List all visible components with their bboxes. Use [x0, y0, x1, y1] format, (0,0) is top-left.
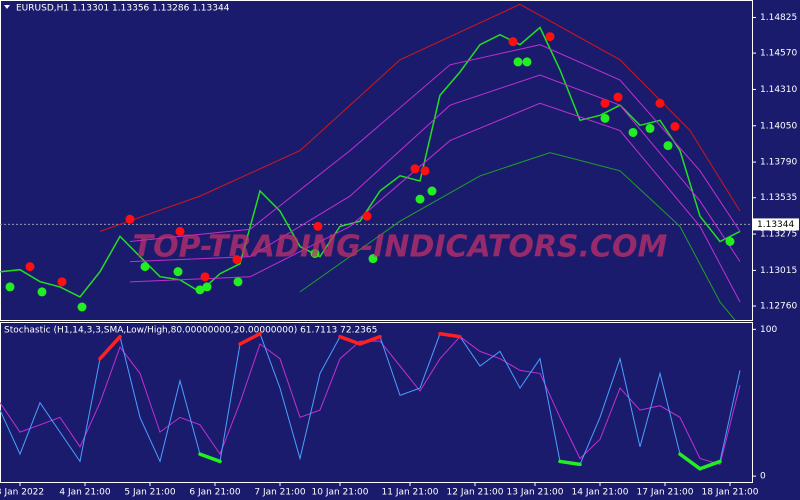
zone-highlight: [338, 334, 362, 346]
series-line: [299, 152, 736, 320]
price-plot: [0, 3, 752, 320]
signal-dot: [5, 282, 15, 292]
y-tick-label: 1.13015: [760, 266, 797, 276]
signal-dot: [613, 92, 623, 102]
y-tick-label: 1.14570: [760, 49, 797, 59]
price-header: EURUSD,H1 1.13301 1.13356 1.13286 1.1334…: [16, 4, 230, 14]
last-price-label: 1.13344: [757, 220, 794, 230]
signal-dot: [420, 166, 430, 176]
axes: 1.14825 1.14570 1.14310 1.14050 1.13790 1.135…: [0, 13, 799, 498]
signal-dot: [362, 211, 372, 221]
signal-dot: [125, 214, 135, 224]
x-tick-label: 6 Jan 21:00: [189, 488, 241, 498]
x-tick-label: 3 Jan 2022: [0, 488, 44, 498]
signal-dot: [77, 302, 87, 312]
y-tick-label: 100: [760, 325, 777, 335]
signal-dot: [57, 277, 67, 287]
x-tick-label: 11 Jan 21:00: [382, 488, 439, 498]
signal-dot: [628, 127, 638, 137]
x-tick-label: 4 Jan 21:00: [59, 488, 111, 498]
series-line: [0, 26, 741, 298]
signal-dot: [600, 98, 610, 108]
y-tick-label: 1.13535: [760, 193, 797, 203]
signal-dot: [310, 248, 320, 258]
x-tick-label: 13 Jan 21:00: [507, 488, 564, 498]
signal-dot: [655, 98, 665, 108]
zone-highlight: [678, 452, 702, 471]
signal-dot: [522, 57, 532, 67]
y-tick-label: 1.14050: [760, 121, 797, 131]
signal-dot: [663, 141, 673, 151]
x-tick-label: 12 Jan 21:00: [447, 488, 504, 498]
signal-dot: [25, 262, 35, 272]
watermark: TOP-TRADING-INDICATORS.COM: [133, 230, 668, 265]
y-tick-label: 1.12760: [760, 302, 797, 312]
series-line: [129, 74, 741, 263]
stoch-plot: [0, 331, 741, 471]
x-tick-label: 14 Jan 21:00: [572, 488, 629, 498]
signal-dot: [233, 277, 243, 287]
zone-highlight: [238, 331, 262, 346]
signal-dot: [140, 262, 150, 272]
y-tick-label: 1.13790: [760, 158, 797, 168]
price-panel: [0, 0, 753, 321]
series-line: [99, 3, 741, 232]
signal-dot: [173, 267, 183, 277]
x-tick-label: 10 Jan 21:00: [312, 488, 369, 498]
signal-dot: [645, 123, 655, 133]
zone-highlight: [358, 334, 382, 346]
signal-dot: [508, 37, 518, 47]
signal-dot: [670, 121, 680, 131]
signal-dot: [313, 221, 323, 231]
signal-dot: [368, 254, 378, 264]
x-tick-label: 5 Jan 21:00: [124, 488, 176, 498]
series-line: [129, 102, 741, 303]
signal-dot: [415, 194, 425, 204]
zone-highlight: [698, 459, 722, 471]
signal-dot: [600, 113, 610, 123]
signal-dot: [545, 32, 555, 42]
x-tick-label: 17 Jan 21:00: [637, 488, 694, 498]
zone-highlight: [438, 331, 462, 339]
signal-dot: [232, 255, 242, 265]
x-tick-label: 7 Jan 21:00: [254, 488, 306, 498]
y-tick-label: 1.13275: [760, 230, 797, 240]
signal-dot: [195, 285, 205, 295]
signal-dot: [427, 186, 437, 196]
signal-dot: [202, 282, 212, 292]
zone-highlight: [198, 452, 222, 464]
signal-dot: [200, 272, 210, 282]
zone-highlight: [558, 459, 582, 467]
y-tick-label: 1.14310: [760, 85, 797, 95]
x-tick-label: 18 Jan 21:00: [702, 488, 759, 498]
signal-dot: [410, 164, 420, 174]
stoch-panel: [0, 322, 753, 483]
signal-dot: [513, 57, 523, 67]
stoch-header: Stochastic (H1,14,3,3,SMA,Low/High,80.00…: [4, 326, 377, 336]
signal-dot: [37, 287, 47, 297]
signal-dot: [725, 236, 735, 246]
y-tick-label: 1.14825: [760, 13, 797, 23]
menu-arrow: [4, 5, 10, 9]
last-price-box: [753, 218, 799, 231]
series-line: [129, 44, 741, 242]
zone-highlight: [98, 334, 122, 361]
y-tick-label: 0: [760, 472, 766, 482]
signal-dot: [175, 226, 185, 236]
